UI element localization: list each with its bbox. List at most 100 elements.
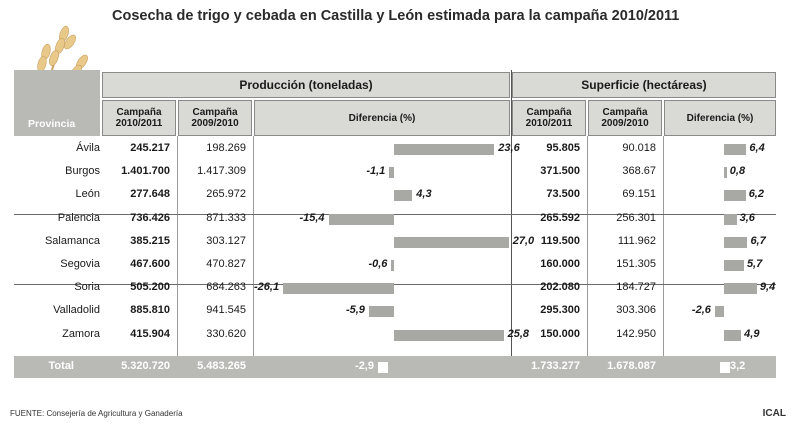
prod-diff-bar: [389, 167, 394, 179]
prod-previous-value: 198.269: [206, 142, 246, 154]
group-separator: [14, 284, 776, 285]
prod-current-header: Campaña 2010/2011: [102, 100, 176, 136]
province-name: Palencia: [57, 211, 100, 224]
province-header-bg: [14, 70, 100, 136]
surf-diff-bar: [724, 329, 742, 341]
prod-previous-value: 470.827: [206, 258, 246, 270]
surf-diff-label: 6,7: [750, 234, 766, 247]
prod-diff-label: 4,3: [416, 188, 432, 201]
divider: [177, 136, 178, 356]
surf-diff-label: 4,9: [744, 327, 760, 340]
prod-diff-bar: [394, 329, 504, 341]
prod-diff-label: 23,6: [498, 142, 520, 154]
province-name: Burgos: [65, 165, 100, 178]
prod-current-value: 736.426: [130, 211, 170, 224]
total-prod-diff-marker: [378, 362, 388, 373]
surf-previous-value: 368.67: [622, 165, 656, 178]
total-label: Total: [48, 360, 74, 372]
prod-current-value: 885.810: [130, 304, 170, 317]
prod-current-value: 415.904: [130, 327, 170, 340]
divider: [253, 136, 254, 356]
surf-current-value: 371.500: [540, 165, 580, 178]
surface-group-header: Superficie (hectáreas): [512, 72, 776, 98]
prod-previous-value: 303.127: [206, 234, 246, 247]
prod-diff-label: -5,9: [345, 304, 365, 317]
prod-diff-header: Diferencia (%): [254, 100, 510, 136]
prod-diff-bar: [394, 144, 495, 155]
prod-current-value: 505.200: [130, 281, 170, 294]
surf-diff-bar: [724, 190, 746, 202]
prod-diff-bar: [328, 213, 394, 225]
surf-current-value: 160.000: [540, 258, 580, 270]
production-group-header: Producción (toneladas): [102, 72, 510, 98]
divider: [587, 136, 588, 356]
province-name: Salamanca: [44, 234, 100, 247]
province-name: Ávila: [76, 142, 100, 154]
surf-previous-value: 142.950: [616, 327, 656, 340]
surf-previous-value: 151.305: [616, 258, 656, 270]
prod-current-value: 385.215: [130, 234, 170, 247]
surf-previous-value: 111.962: [617, 234, 656, 247]
prod-previous-value: 871.333: [206, 211, 246, 224]
prod-previous-value: 941.545: [206, 304, 246, 317]
surf-diff-label: 5,7: [746, 258, 763, 270]
prod-diff-label: 27,0: [512, 234, 535, 247]
prod-previous-header: Campaña 2009/2010: [178, 100, 252, 136]
province-header: Provincia: [28, 118, 76, 130]
surf-diff-label: 6,4: [749, 142, 765, 154]
prod-previous-value: 330.620: [206, 327, 246, 340]
prod-previous-value: 265.972: [206, 188, 246, 201]
surf-current-value: 202.080: [540, 281, 580, 294]
surf-diff-header: Diferencia (%): [664, 100, 776, 136]
chart-title: Cosecha de trigo y cebada en Castilla y …: [112, 8, 680, 24]
surf-current-value: 150.000: [540, 327, 580, 340]
prod-diff-label: -15,4: [299, 211, 325, 224]
group-separator: [14, 214, 776, 215]
surf-previous-value: 69.151: [622, 188, 656, 201]
total-row: Total 5.320.720 5.483.265 -2,9 1.733.277…: [14, 356, 776, 378]
province-name: Soria: [74, 281, 100, 294]
surf-current-value: 295.300: [540, 304, 580, 317]
surf-diff-label: 9,4: [759, 281, 776, 294]
total-prod-diff-label: -2,9: [355, 360, 374, 372]
province-name: Zamora: [62, 327, 100, 340]
surf-previous-value: 303.306: [616, 304, 656, 317]
surf-diff-label: 0,8: [729, 165, 746, 178]
province-name: León: [75, 188, 100, 201]
prod-diff-bar: [391, 260, 394, 271]
surf-previous-value: 256.301: [616, 211, 656, 224]
prod-diff-label: 25,8: [507, 327, 530, 340]
province-name: Valladolid: [53, 304, 100, 317]
prod-previous-value: 1.417.309: [197, 165, 246, 178]
prod-diff-bar: [394, 190, 413, 202]
surf-diff-bar: [724, 144, 747, 155]
prod-previous-value: 684.263: [206, 281, 246, 294]
source-note: FUENTE: Consejería de Agricultura y Gana…: [10, 409, 183, 418]
surf-current-value: 119.500: [540, 234, 580, 247]
prod-current-value: 1.401.700: [121, 165, 170, 178]
surf-diff-label: 3,6: [739, 211, 755, 224]
surf-current-value: 95.805: [546, 142, 580, 154]
prod-diff-bar: [368, 306, 394, 318]
total-prod-previous: 5.483.265: [197, 360, 246, 372]
surf-current-header: Campaña 2010/2011: [512, 100, 586, 136]
total-surf-diff-label: 3,2: [730, 360, 746, 372]
surf-diff-bar: [724, 167, 727, 179]
total-surf-current: 1.733.277: [531, 360, 580, 372]
surf-previous-value: 184.727: [616, 281, 656, 294]
surf-previous-value: 90.018: [622, 142, 656, 154]
total-prod-current: 5.320.720: [121, 360, 170, 372]
prod-diff-label: -0,6: [368, 258, 388, 270]
surf-diff-bar: [724, 236, 748, 248]
divider: [511, 70, 512, 378]
prod-current-value: 245.217: [130, 142, 170, 154]
total-surf-previous: 1.678.087: [607, 360, 656, 372]
surf-diff-bar: [724, 213, 737, 225]
prod-diff-bar: [283, 283, 394, 295]
prod-diff-label: -1,1: [366, 165, 386, 178]
surf-diff-bar: [714, 306, 724, 318]
divider: [663, 136, 664, 356]
data-table: Provincia Producción (toneladas) Superfi…: [14, 70, 776, 380]
surf-current-value: 73.500: [546, 188, 580, 201]
surf-diff-label: 6,2: [748, 188, 764, 201]
